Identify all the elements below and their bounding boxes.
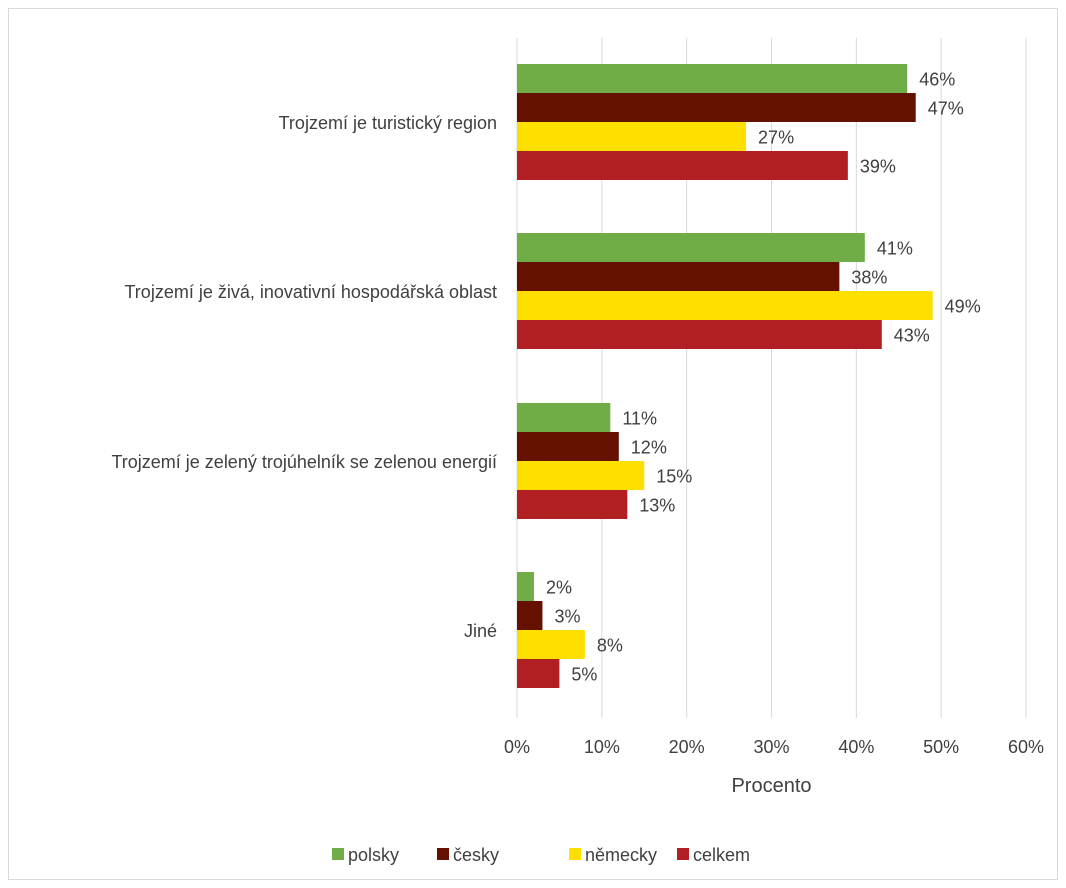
bar-česky-0 xyxy=(517,93,916,122)
legend-swatch-německy xyxy=(569,848,581,860)
x-tick-label: 60% xyxy=(1008,737,1044,757)
data-label-celkem-0: 39% xyxy=(860,157,896,177)
bar-česky-3 xyxy=(517,601,543,630)
data-label-polsky-1: 41% xyxy=(877,239,913,259)
data-label-celkem-1: 43% xyxy=(894,326,930,346)
bar-polsky-3 xyxy=(517,572,534,601)
bar-celkem-2 xyxy=(517,490,628,519)
bar-celkem-1 xyxy=(517,320,882,349)
x-tick-label: 50% xyxy=(923,737,959,757)
data-label-česky-0: 47% xyxy=(928,99,964,119)
data-label-německy-3: 8% xyxy=(597,636,623,656)
bar-německy-2 xyxy=(517,461,645,490)
x-tick-label: 10% xyxy=(584,737,620,757)
legend-label-polsky: polsky xyxy=(348,845,399,865)
x-tick-label: 30% xyxy=(753,737,789,757)
data-label-česky-2: 12% xyxy=(631,438,667,458)
bar-německy-1 xyxy=(517,291,933,320)
legend-label-celkem: celkem xyxy=(693,845,750,865)
bars xyxy=(517,64,933,688)
data-labels: 46% 47% 27% 39% 41% 38% 49% 43% 11% 12% 15% 13% 2% 3%… xyxy=(546,70,981,685)
legend-swatch-celkem xyxy=(677,848,689,860)
legend: polsky česky německy celkem xyxy=(332,845,750,865)
category-label: Trojzemí je živá, inovativní hospodářská… xyxy=(124,282,497,302)
data-label-německy-1: 49% xyxy=(945,297,981,317)
data-label-celkem-2: 13% xyxy=(639,496,675,516)
bar-česky-1 xyxy=(517,262,840,291)
data-label-německy-2: 15% xyxy=(656,467,692,487)
x-tick-labels: 0% 10% 20% 30% 40% 50% 60% xyxy=(504,737,1044,757)
bar-polsky-0 xyxy=(517,64,908,93)
data-label-polsky-2: 11% xyxy=(622,409,657,429)
data-label-celkem-3: 5% xyxy=(571,665,597,685)
x-axis-title: Procento xyxy=(731,775,811,797)
category-label: Trojzemí je turistický region xyxy=(279,113,497,133)
x-tick-label: 20% xyxy=(669,737,705,757)
bar-německy-0 xyxy=(517,122,747,151)
data-label-česky-3: 3% xyxy=(554,607,580,627)
bar-celkem-0 xyxy=(517,151,848,180)
category-label: Jiné xyxy=(464,621,497,641)
bar-celkem-3 xyxy=(517,659,560,688)
category-labels: Trojzemí je turistický region Trojzemí je… xyxy=(111,113,497,641)
legend-swatch-česky xyxy=(437,848,449,860)
legend-label-německy: německy xyxy=(585,845,657,865)
bar-polsky-1 xyxy=(517,233,865,262)
data-label-česky-1: 38% xyxy=(851,268,887,288)
x-tick-label: 40% xyxy=(838,737,874,757)
category-label: Trojzemí je zelený trojúhelník se zeleno… xyxy=(111,452,497,472)
legend-swatch-polsky xyxy=(332,848,344,860)
legend-label-česky: česky xyxy=(453,845,499,865)
data-label-polsky-3: 2% xyxy=(546,578,572,598)
bar-německy-3 xyxy=(517,630,585,659)
data-label-německy-0: 27% xyxy=(758,128,794,148)
x-tick-label: 0% xyxy=(504,737,530,757)
bar-polsky-2 xyxy=(517,403,611,432)
bar-česky-2 xyxy=(517,432,619,461)
data-label-polsky-0: 46% xyxy=(919,70,955,90)
